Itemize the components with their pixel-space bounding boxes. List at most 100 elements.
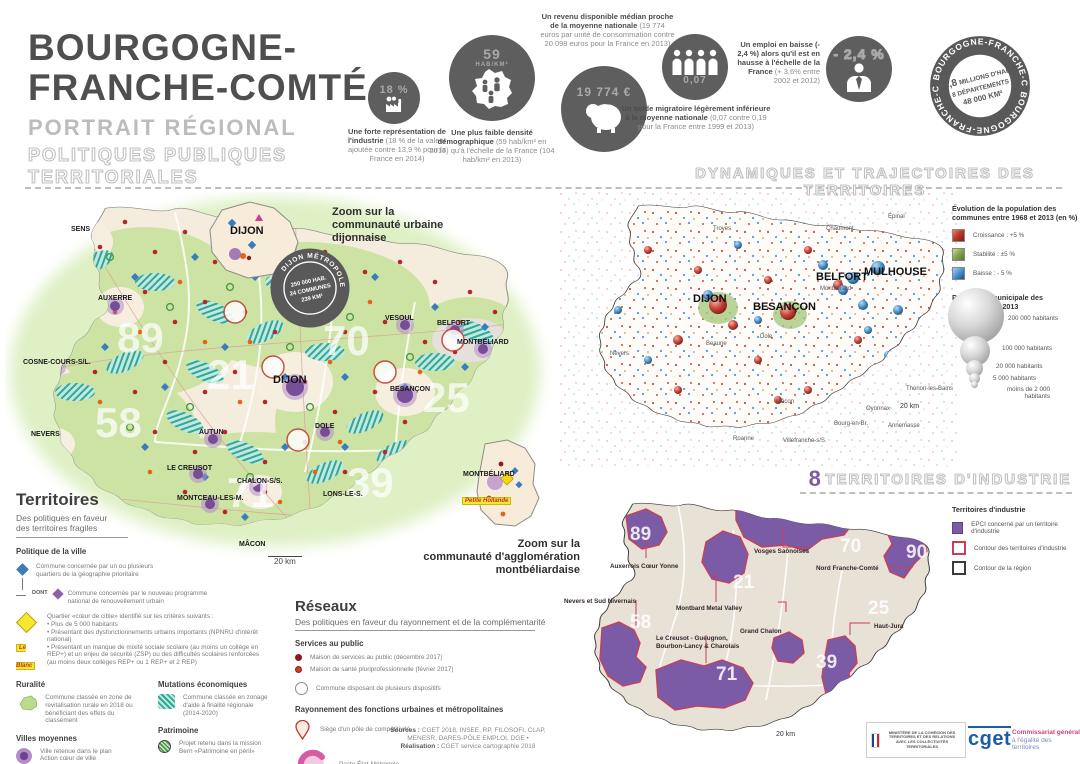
montbeliard-inset-caption: Zoom sur la communauté d'agglomération m… [423,538,580,576]
pop-label-5k: 5 000 habitants [993,375,1037,382]
politique-ville-item1: Commune concernée par un ou plusieurs qu… [36,563,154,578]
title-line1: BOURGOGNE- [28,27,297,68]
industry-dept-numbers: 89 70 90 21 58 25 71 39 [630,524,927,685]
cget-logo: cget [968,726,1012,750]
tagline-line2: TERRITORIALES [27,166,199,187]
pole-text: Siège d'un pôle de compétitivité [320,726,411,734]
dijon-inset-caption: Zoom sur la communauté urbaine dijonnais… [332,206,444,244]
svg-text:Villefranche-s/S.: Villefranche-s/S. [783,438,827,444]
patrimoine-title: Patrimoine [158,726,199,736]
svg-text:Montbard Metal Valley: Montbard Metal Valley [676,605,743,612]
purple-diamond-icon [51,588,64,600]
reseaux-title: Réseaux [295,598,357,615]
page-title: BOURGOGNE- FRANCHE-COMTÉ [28,28,368,108]
stat-density-value: 59 [483,46,501,62]
svg-text:70: 70 [840,536,861,557]
svg-text:BELFORT: BELFORT [437,320,471,327]
svg-text:MÂCON: MÂCON [239,539,265,548]
stabilite-label: Stabilité : ±5 % [973,251,1015,258]
svg-text:Oyonnax: Oyonnax [866,406,890,412]
subtitle: PORTRAIT RÉGIONAL [28,115,297,140]
reseaux-legend: Réseaux Des politiques en faveur du rayo… [295,598,550,764]
contour-industrie-label: Contour des territoires d'industrie [974,544,1067,552]
svg-text:Annemasse: Annemasse [888,423,920,429]
title-line2: FRANCHE-COMTÉ [28,67,368,108]
svg-text:MONTBÉLIARD: MONTBÉLIARD [463,469,515,478]
department-numbers: 89 58 21 71 70 25 39 [95,314,470,516]
stat-migration-circle: 0,07 [662,34,728,100]
svg-text:70: 70 [323,317,370,364]
cget-caption: Commissariat général à l'égalité des ter… [1012,729,1080,751]
ruralite-text: Commune classée en zone de revitalisatio… [45,694,133,725]
svg-text:58: 58 [95,399,142,446]
france-map-icon [472,69,512,109]
croissance-label: Croissance : +5 % [973,232,1025,239]
svg-text:LONS-LE-S.: LONS-LE-S. [323,491,363,498]
territoires-title: Territoires [16,490,99,509]
territoires-legend: Territoires Des politiques en faveur des… [15,490,286,764]
stat-density-caption: Une plus faible densité démographique (5… [429,128,555,164]
svg-text:SENS: SENS [71,226,90,233]
baisse-label: Baisse : - 5 % [973,270,1012,277]
mutations-text: Commune classée en zonage d'aide à final… [183,694,268,717]
pacte-metropole-icon [297,749,325,764]
ruralite-title: Ruralité [16,680,46,690]
services-title: Services au public [295,639,364,648]
svg-text:BESANÇON: BESANÇON [390,386,430,393]
svg-text:Mâcon: Mâcon [776,399,794,405]
sources: Sources : CGET 2018, INSEE, RP, FILOSOFI… [390,727,546,750]
svg-text:DOLE: DOLE [315,423,335,430]
stat-migration-value: 0,07 [683,74,707,86]
pop-label-20k: 20 000 habitants [996,363,1043,370]
svg-text:25: 25 [423,374,470,421]
svg-text:VESOUL: VESOUL [385,315,415,322]
svg-text:Le Creusot - Gueugnon,: Le Creusot - Gueugnon, [656,635,728,642]
svg-text:Beaune: Beaune [706,341,727,347]
pop-label-200k: 200 000 habitants [1008,315,1059,322]
msap-text: Maison de services au public (décembre 2… [310,654,443,661]
svg-text:LE CREUSOT: LE CREUSOT [167,465,213,472]
demographic-map: DIJON BESANÇON BELFORT MULHOUSE Troyes C… [558,190,958,468]
svg-text:MONTCEAU-LES-M.: MONTCEAU-LES-M. [177,495,244,502]
pop-label-100k: 100 000 habitants [1002,345,1053,352]
factory-icon [386,96,402,112]
svg-text:Haut-Jura: Haut-Jura [874,623,904,630]
svg-text:21: 21 [733,572,755,593]
quartier-cible-item: Quartier «cœur de cible» identifié sur l… [47,613,262,672]
politique-ville-title: Politique de la ville [16,547,87,556]
politique-ville-item2: Commune concernée par le nouveau program… [67,590,208,605]
patrimoine-text: Projet retenu dans la mission Bern «Patr… [179,740,262,755]
svg-text:58: 58 [630,612,651,633]
mutations-title: Mutations économiques [158,680,248,690]
svg-text:DIJON: DIJON [273,374,307,386]
svg-text:39: 39 [347,459,394,506]
stabilite-swatch [952,248,965,261]
svg-text:20 km: 20 km [900,403,919,410]
piggy-bank-icon [586,100,621,133]
tagline-line1: POLITIQUES PUBLIQUES [27,144,288,165]
industry-section-title: 8 TERRITOIRES D'INDUSTRIE [800,466,1080,492]
contour-region-swatch [952,561,966,575]
people-icon [672,49,718,75]
epci-label: EPCI concerné par un territoire d'indust… [971,521,1058,535]
baisse-swatch [952,267,965,280]
svg-text:CHALON-S/S.: CHALON-S/S. [237,478,283,485]
svg-text:DIJON: DIJON [230,225,264,237]
pop-sphere-5k [969,373,980,384]
svg-text:71: 71 [227,469,274,516]
svg-text:89: 89 [630,524,651,545]
svg-text:25: 25 [868,598,890,619]
ville-moyenne-icon [16,747,32,764]
worker-icon [847,63,871,92]
svg-text:Thonon-les-Bains: Thonon-les-Bains [906,386,953,392]
blue-diamond-icon [16,563,29,576]
city-labels: SENS AUXERRE COSNE-COURS-S/L. NEVERS AUT… [23,226,509,548]
svg-text:DIJON: DIJON [693,293,727,305]
stat-income-circle: 19 774 € [561,66,647,152]
stat-employment-circle: - 2,4 % [826,36,892,102]
svg-text:Épinal: Épinal [888,213,905,220]
industry-title: TERRITOIRES D'INDUSTRIE [825,470,1072,488]
svg-text:Montbéliard: Montbéliard [820,286,851,292]
demo-city-labels: DIJON BESANÇON BELFORT MULHOUSE Troyes C… [610,213,953,444]
multi-dispositif-icon [295,682,308,696]
